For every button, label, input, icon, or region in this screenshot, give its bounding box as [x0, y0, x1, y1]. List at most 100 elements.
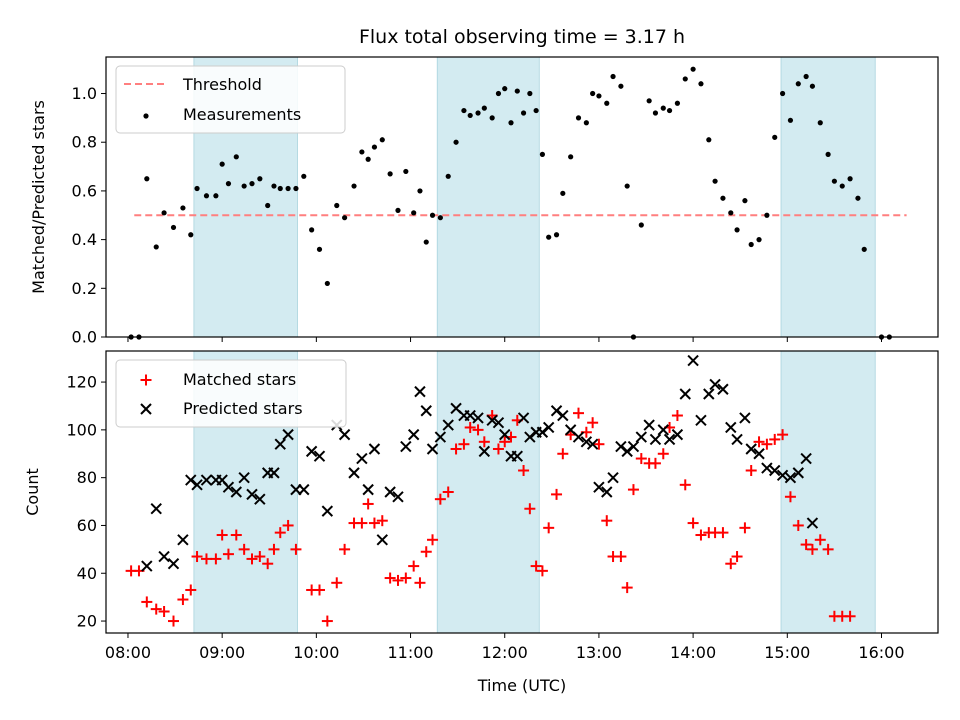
matched-point — [158, 605, 170, 617]
measurement-point — [194, 185, 200, 192]
x-tick-label: 15:00 — [764, 643, 810, 662]
x-tick-label: 12:00 — [482, 643, 528, 662]
measurement-point — [241, 183, 247, 189]
predicted-point — [282, 428, 294, 441]
measurement-point — [395, 207, 401, 213]
matched-point — [739, 522, 751, 534]
predicted-point-b — [230, 486, 243, 498]
predicted-point-b — [305, 445, 318, 458]
measurement-point — [590, 90, 596, 97]
matched-point — [657, 448, 669, 460]
predicted-point — [649, 433, 662, 446]
matched-point — [150, 603, 162, 615]
predicted-point — [499, 428, 511, 441]
measurement-point — [277, 185, 283, 192]
predicted-point-b — [753, 448, 765, 460]
matched-point — [321, 615, 333, 627]
predicted-point — [601, 486, 613, 498]
measurement-point — [411, 210, 417, 216]
matched-point — [254, 551, 266, 563]
measurement-point — [546, 234, 552, 240]
x-tick-label: 11:00 — [387, 643, 433, 662]
measurement-point — [203, 193, 210, 199]
measurement-point — [225, 181, 232, 187]
matched-point — [290, 543, 302, 555]
predicted-point — [305, 445, 318, 458]
predicted-point — [434, 431, 447, 443]
matched-point — [649, 457, 661, 469]
measurement-point — [359, 149, 365, 155]
predicted-point — [167, 557, 180, 570]
measurement-point — [855, 195, 861, 201]
matched-point — [434, 493, 446, 505]
matched-point — [551, 488, 563, 500]
measurement-point — [575, 115, 582, 121]
predicted-point — [572, 431, 585, 443]
measurement-point — [233, 154, 239, 160]
predicted-point-b — [703, 388, 715, 400]
top-axes-frame — [105, 56, 939, 338]
predicted-point-b — [745, 443, 757, 455]
measurement-point — [508, 120, 514, 126]
measurement-point — [445, 173, 451, 179]
top-y-tick-label: 1.0 — [72, 84, 97, 103]
matched-point — [530, 560, 542, 572]
measurement-point — [666, 107, 673, 114]
matched-point — [400, 572, 412, 584]
legend-predicted-label: Predicted stars — [183, 399, 303, 418]
bottom-legend: Matched stars Predicted stars — [115, 359, 347, 428]
measurement-point — [660, 105, 666, 111]
predicted-point-b — [709, 378, 721, 391]
predicted-point-b — [717, 383, 729, 395]
predicted-point — [580, 436, 593, 448]
measurement-point — [568, 154, 574, 160]
matched-point — [601, 515, 613, 527]
predicted-point — [739, 412, 751, 424]
matched-point — [769, 433, 781, 445]
matched-point — [376, 515, 388, 527]
legend-predicted-marker — [140, 403, 152, 415]
predicted-point-b — [663, 433, 676, 446]
bottom-y-axis-label: Count — [23, 468, 42, 516]
measurement-point — [520, 110, 527, 116]
predicted-point — [321, 505, 334, 517]
matched-point — [177, 594, 189, 606]
matched-point — [246, 553, 258, 565]
predicted-point — [753, 448, 765, 460]
predicted-point — [695, 414, 707, 427]
matched-point — [679, 479, 691, 491]
measurement-point — [301, 173, 307, 179]
predicted-point — [586, 438, 599, 450]
predicted-point — [745, 443, 757, 455]
matched-point — [717, 527, 729, 539]
measurement-point — [706, 137, 712, 143]
predicted-point-b — [450, 402, 462, 415]
chart-title: Flux total observing time = 3.17 h — [359, 26, 685, 48]
predicted-point — [761, 462, 773, 474]
ratio-panel: 0.0 0.2 0.4 0.6 0.8 1.0 Matched/Predicted sta… — [29, 56, 939, 347]
predicted-point-b — [601, 486, 613, 498]
shaded-interval-2 — [436, 56, 540, 338]
predicted-point-b — [635, 431, 648, 443]
bottom-legend-box — [115, 359, 347, 428]
predicted-point — [177, 534, 189, 546]
matched-point — [200, 553, 212, 565]
top-legend: Threshold Measurements — [115, 65, 346, 134]
predicted-point-b — [739, 412, 751, 424]
predicted-point-b — [499, 428, 511, 441]
matched-point — [557, 448, 569, 460]
predicted-point-b — [679, 388, 691, 400]
measurement-point — [652, 110, 659, 116]
matched-point — [420, 546, 432, 558]
matched-point — [635, 453, 647, 465]
measurement-point — [387, 171, 393, 177]
matched-point — [216, 529, 228, 541]
predicted-point — [472, 412, 484, 424]
x-tick-label: 13:00 — [576, 643, 622, 662]
predicted-point-b — [776, 469, 789, 481]
measurement-point — [624, 183, 630, 189]
measurement-point — [342, 215, 348, 221]
predicted-point-b — [564, 424, 577, 436]
predicted-point-b — [580, 436, 593, 448]
top-axis-ticks: 0.0 0.2 0.4 0.6 0.8 1.0 — [72, 84, 882, 347]
